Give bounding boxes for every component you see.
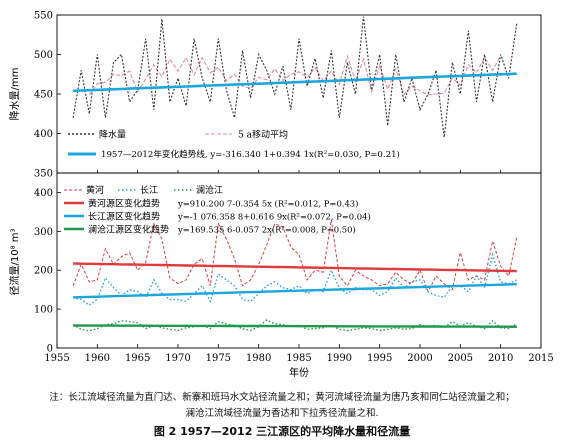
precip-ytick-label: 350 [34, 169, 53, 180]
precip-axes: 降水量/mm 350 400 450 500 550 降水量 5 a移动平均 1957—… [8, 11, 542, 180]
legend-label-huanghe-trend: 黄河源区变化趋势 [88, 198, 160, 210]
legend-label-moving-average: 5 a移动平均 [238, 129, 288, 141]
runoff-xtick-label: 2010 [488, 353, 513, 364]
runoff-axis-ticks: 0 100 200 300 400 1955 1960 1965 1970 1975 1980 198… [34, 188, 554, 364]
runoff-legend: 黄河 长江 澜沧江 黄河源区变化趋势 y=910.200 7-0.354 5x … [64, 184, 371, 236]
precip-ylabel: 降水量/mm [8, 68, 21, 121]
legend-eq-lancang-trend: y=169.535 6-0.057 2x(R²=0.008, P=0.50) [177, 225, 356, 235]
runoff-xtick-label: 2000 [407, 353, 432, 364]
legend-eq-changjiang-trend: y=-1 076.358 8+0.616 9x(R²=0.072, P=0.04… [177, 212, 371, 222]
legend-label-precip: 降水量 [99, 129, 126, 141]
precip-series [72, 16, 518, 138]
runoff-axes: 径流量/10⁸ m³ 年份 0 100 200 300 400 1955 1960 1965 1… [8, 172, 554, 379]
runoff-ytick-label: 300 [34, 227, 53, 238]
precip-ytick-label: 450 [34, 90, 53, 101]
runoff-xtick-label: 2005 [448, 353, 473, 364]
legend-label-huanghe: 黄河 [86, 184, 104, 196]
runoff-xlabel: 年份 [289, 366, 309, 379]
runoff-xtick-label: 1975 [206, 353, 231, 364]
legend-eq-huanghe-trend: y=910.200 7-0.354 5x (R²=0.012, P=0.43) [177, 199, 358, 209]
runoff-ytick-label: 200 [34, 266, 53, 277]
runoff-ytick-label: 100 [34, 305, 53, 316]
runoff-xtick-label: 1960 [85, 353, 110, 364]
series-line-moving-average [88, 54, 502, 96]
runoff-xtick-label: 1955 [44, 353, 69, 364]
legend-label-precip-trend: 1957—2012年变化趋势线, y=-316.340 1+0.394 1x(R… [101, 148, 400, 160]
runoff-xtick-label: 1985 [286, 353, 311, 364]
runoff-ylabel: 径流量/10⁸ m³ [8, 228, 21, 295]
runoff-xtick-label: 1965 [125, 353, 150, 364]
legend-label-changjiang-trend: 长江源区变化趋势 [88, 211, 160, 223]
runoff-series [72, 219, 518, 332]
runoff-xtick-label: 1990 [327, 353, 352, 364]
runoff-xtick-label: 1970 [165, 353, 190, 364]
legend-label-changjiang: 长江 [140, 184, 158, 196]
figure-caption: 图 2 1957—2012 三江源区的平均降水量和径流量 [153, 425, 411, 438]
runoff-xtick-label: 1980 [246, 353, 271, 364]
runoff-ytick-label: 400 [34, 188, 53, 199]
series-line-changjiang-trend [73, 283, 517, 299]
precip-legend: 降水量 5 a移动平均 1957—2012年变化趋势线, y=-316.340 … [68, 129, 400, 160]
runoff-xtick-label: 1995 [367, 353, 392, 364]
legend-label-lancang: 澜沧江 [196, 184, 223, 196]
figure-note-line-1: 注：长江流域径流量为直门达、新寨和班玛水文站径流量之和；黄河流域径流量为唐乃亥和… [49, 392, 515, 403]
precip-ytick-label: 550 [34, 11, 53, 22]
precip-ytick-label: 500 [34, 50, 53, 61]
series-line-huanghe-trend [73, 262, 517, 273]
series-line-lancang-trend [73, 324, 517, 328]
series-line-huanghe [72, 219, 518, 293]
precip-ytick-label: 400 [34, 129, 53, 140]
figure: 降水量/mm 350 400 450 500 550 降水量 5 a移动平均 1957—… [8, 11, 554, 380]
chart-canvas: 降水量/mm 350 400 450 500 550 降水量 5 a移动平均 1957—… [8, 11, 554, 380]
series-line-precip [72, 16, 518, 138]
runoff-xtick-label: 2015 [528, 353, 553, 364]
precip-yaxis: 350 400 450 500 550 [34, 11, 542, 180]
figure-note-line-2: 澜沧江流域径流量为香达和下拉秀径流量之和. [185, 408, 379, 419]
legend-label-lancang-trend: 澜沧江源区变化趋势 [88, 224, 169, 236]
runoff-ytick-label: 0 [47, 344, 53, 355]
series-line-changjiang [72, 252, 518, 307]
series-line-precip-trend [73, 72, 517, 93]
